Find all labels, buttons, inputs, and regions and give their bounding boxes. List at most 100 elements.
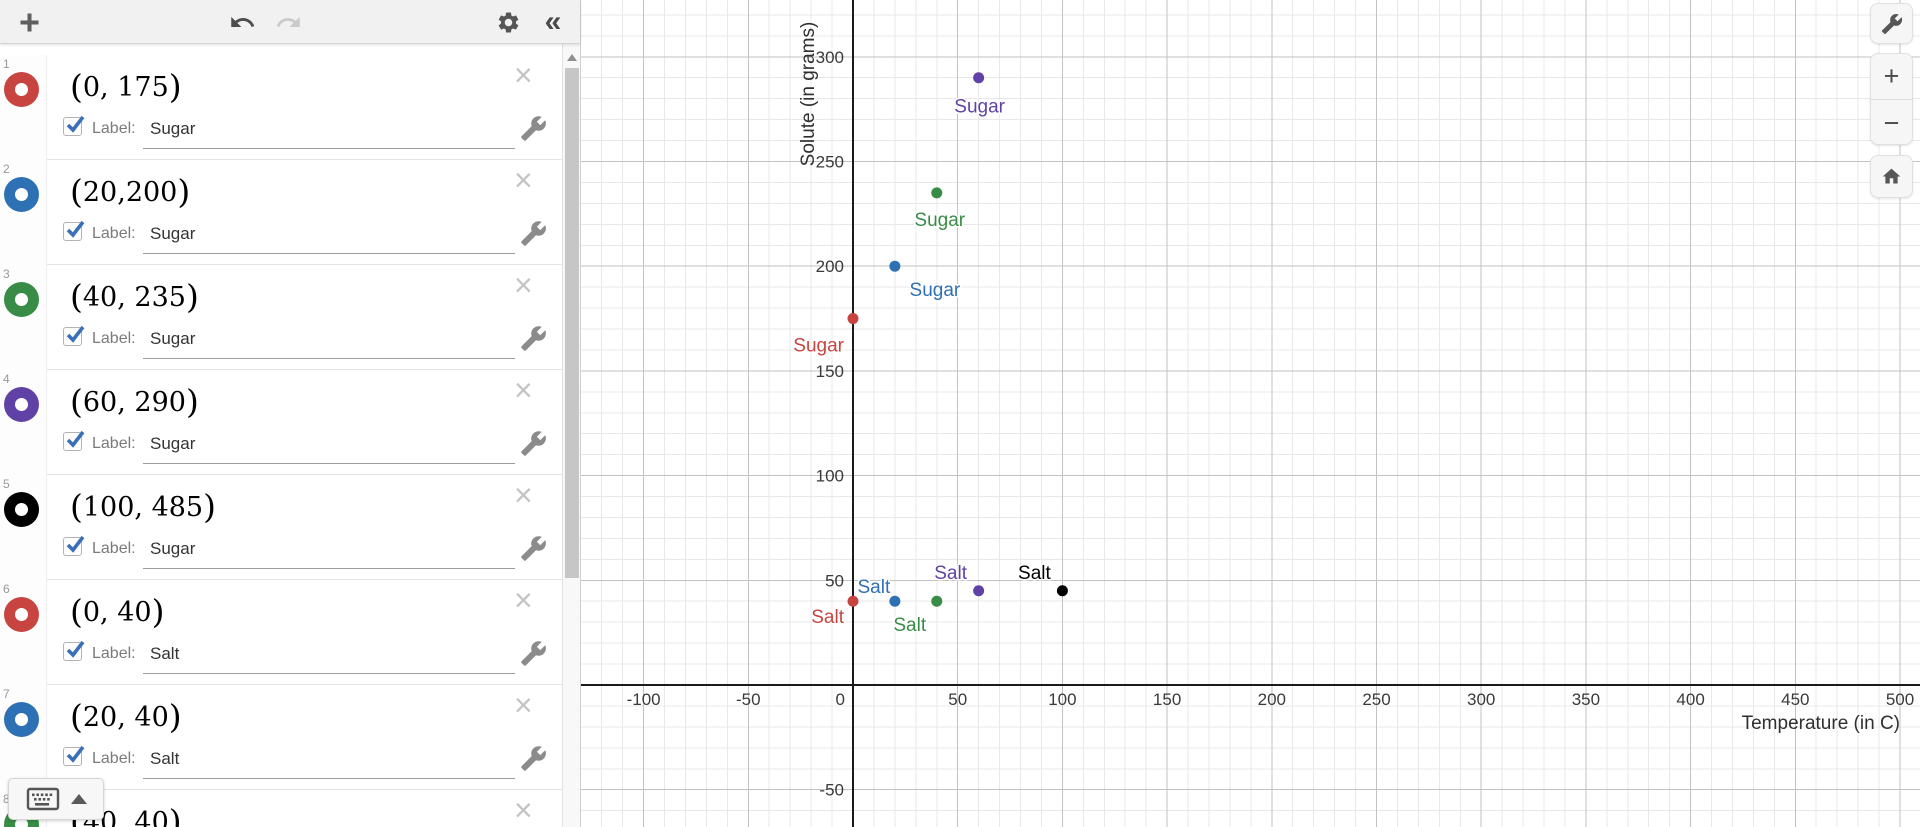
expression-latex[interactable]: (100, 485) (70, 487, 216, 526)
close-icon[interactable]: × (514, 57, 533, 93)
data-point (973, 585, 985, 597)
expression-gutter[interactable]: 7 (0, 685, 47, 790)
data-point (973, 72, 985, 84)
label-checkbox[interactable] (63, 115, 85, 136)
expression-index: 6 (3, 582, 10, 596)
expression-gutter[interactable]: 3 (0, 265, 47, 370)
label-checkbox[interactable] (63, 325, 85, 346)
wrench-icon[interactable] (520, 430, 547, 457)
point-label: Sugar (914, 210, 965, 231)
label-value-input[interactable]: Sugar (150, 224, 196, 243)
expression-gutter[interactable]: 2 (0, 160, 47, 265)
close-icon[interactable]: × (514, 582, 533, 618)
label-value-input[interactable]: Sugar (150, 539, 196, 558)
point-style-icon[interactable] (4, 702, 39, 737)
data-point (931, 595, 943, 607)
x-tick-label: 400 (1676, 690, 1704, 709)
expression-index: 4 (3, 372, 10, 386)
expression-gutter[interactable]: 1 (0, 55, 47, 160)
point-style-icon[interactable] (4, 282, 39, 317)
expression-row[interactable]: 1 (0, 175) × Label: Sugar (0, 55, 562, 160)
wrench-icon (1881, 13, 1902, 34)
point-label: Salt (858, 577, 891, 598)
add-expression-button[interactable] (8, 0, 50, 44)
expression-gutter[interactable]: 4 (0, 370, 47, 475)
y-tick-label: 100 (816, 467, 844, 486)
point-style-icon[interactable] (4, 387, 39, 422)
wrench-icon[interactable] (520, 325, 547, 352)
label-value-input[interactable]: Salt (150, 749, 180, 768)
x-tick-label: 250 (1362, 690, 1390, 709)
expression-row[interactable]: 6 (0, 40) × Label: Salt (0, 580, 562, 685)
wrench-icon[interactable] (520, 220, 547, 247)
close-icon[interactable]: × (514, 792, 533, 827)
close-icon[interactable]: × (514, 162, 533, 198)
point-label: Salt (893, 615, 926, 636)
check-icon (66, 115, 85, 133)
default-viewport-button[interactable] (1870, 155, 1913, 198)
expression-gutter[interactable]: 6 (0, 580, 47, 685)
expression-row[interactable]: 2 (20,200) × Label: Sugar (0, 160, 562, 265)
y-tick-label: -50 (819, 781, 844, 800)
wrench-icon[interactable] (520, 745, 547, 772)
close-icon[interactable]: × (514, 687, 533, 723)
undo-button[interactable] (222, 0, 262, 44)
close-icon[interactable]: × (514, 267, 533, 303)
close-icon[interactable]: × (514, 477, 533, 513)
label-checkbox[interactable] (63, 430, 85, 451)
expression-index: 3 (3, 267, 10, 281)
graph-settings-button[interactable] (1870, 3, 1913, 44)
label-checkbox[interactable] (63, 745, 85, 766)
scroll-up-icon[interactable] (567, 54, 577, 61)
expression-row[interactable]: 3 (40, 235) × Label: Sugar (0, 265, 562, 370)
expression-row[interactable]: 5 (100, 485) × Label: Sugar (0, 475, 562, 580)
label-input-underline (143, 673, 515, 674)
data-point (889, 260, 901, 272)
collapse-panel-button[interactable]: « (532, 0, 574, 44)
expression-latex[interactable]: (40, 40) (70, 802, 182, 827)
expression-latex[interactable]: (40, 235) (70, 277, 199, 316)
data-point (847, 313, 859, 325)
y-tick-label: 150 (816, 362, 844, 381)
label-value-input[interactable]: Sugar (150, 434, 196, 453)
scrollbar-thumb[interactable] (565, 68, 579, 578)
check-icon (66, 640, 85, 658)
expression-scrollbar[interactable] (562, 44, 580, 827)
label-input-underline (143, 463, 515, 464)
point-style-icon[interactable] (4, 177, 39, 212)
point-style-icon[interactable] (4, 597, 39, 632)
zoom-out-button[interactable]: − (1883, 107, 1900, 138)
redo-button[interactable] (268, 0, 308, 44)
x-tick-label: 150 (1153, 690, 1181, 709)
expression-latex[interactable]: (20, 40) (70, 697, 182, 736)
data-point (847, 595, 859, 607)
expressions-panel: « 1 (0, 175) × Label: Sugar 2 (20,200) (0, 0, 580, 827)
expression-latex[interactable]: (60, 290) (70, 382, 199, 421)
label-value-input[interactable]: Salt (150, 644, 180, 663)
keyboard-toggle-button[interactable] (8, 778, 104, 820)
expression-gutter[interactable]: 5 (0, 475, 47, 580)
wrench-icon[interactable] (520, 115, 547, 142)
point-style-icon[interactable] (4, 72, 39, 107)
settings-button[interactable] (488, 0, 528, 44)
expression-latex[interactable]: (0, 175) (70, 67, 182, 106)
close-icon[interactable]: × (514, 372, 533, 408)
label-checkbox[interactable] (63, 640, 85, 661)
expression-latex[interactable]: (0, 40) (70, 592, 165, 631)
expression-latex[interactable]: (20,200) (70, 172, 191, 211)
label-checkbox[interactable] (63, 535, 85, 556)
label-value-input[interactable]: Sugar (150, 119, 196, 138)
home-icon (1882, 168, 1901, 184)
x-tick-label: 500 (1886, 690, 1914, 709)
graph-paper[interactable]: -100 -50 0 50 100 150 200 250 300 350 400 450 500 300… (580, 0, 1920, 827)
zoom-in-button[interactable]: + (1871, 54, 1912, 100)
label-checkbox[interactable] (63, 220, 85, 241)
point-label: Sugar (793, 336, 844, 357)
point-style-icon[interactable] (4, 492, 39, 527)
wrench-icon[interactable] (520, 640, 547, 667)
wrench-icon[interactable] (520, 535, 547, 562)
expression-row[interactable]: 7 (20, 40) × Label: Salt (0, 685, 562, 790)
expression-row[interactable]: 4 (60, 290) × Label: Sugar (0, 370, 562, 475)
label-value-input[interactable]: Sugar (150, 329, 196, 348)
